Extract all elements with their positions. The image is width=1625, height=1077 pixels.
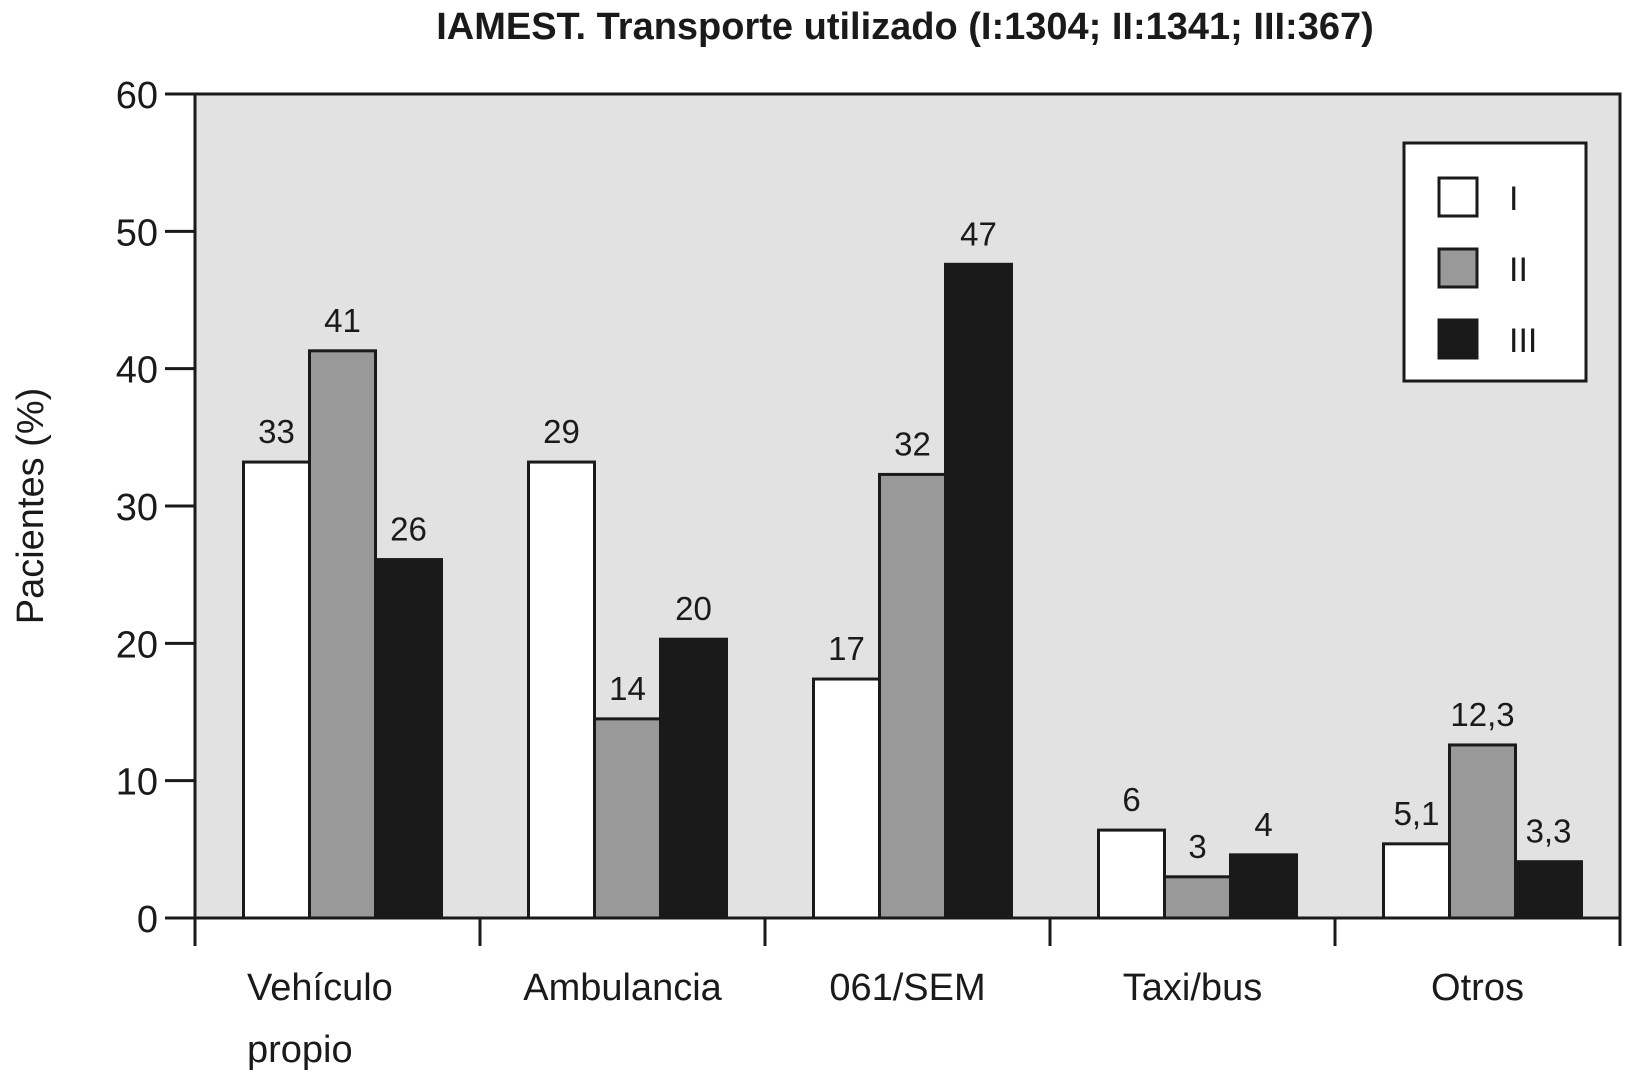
y-tick-label-1: 10 [116, 762, 158, 804]
y-tick-label-4: 40 [116, 350, 158, 392]
bar-I-3 [1097, 828, 1166, 920]
data-label-II-4: 12,3 [1450, 696, 1514, 733]
y-tick-label-3: 30 [116, 487, 158, 529]
y-axis-label: Pacientes (%) [10, 388, 52, 625]
legend-label-I: I [1509, 180, 1518, 218]
bar-III-0 [374, 558, 443, 920]
bar-III-1 [659, 637, 728, 920]
y-tick-label-0: 0 [137, 899, 158, 941]
bars-group [242, 262, 1583, 920]
data-label-I-2: 17 [828, 630, 865, 667]
bar-I-2 [812, 677, 881, 920]
data-label-I-3: 6 [1122, 781, 1140, 818]
category-label-2-0: 061/SEM [829, 967, 985, 1009]
bar-I-0 [242, 460, 311, 920]
bar-II-3 [1163, 875, 1232, 920]
data-label-III-3: 4 [1254, 806, 1272, 843]
bar-II-2 [878, 472, 947, 920]
legend-swatch-III [1437, 318, 1479, 360]
data-label-II-1: 14 [609, 670, 646, 707]
data-label-II-0: 41 [324, 302, 361, 339]
bar-II-0 [308, 349, 377, 920]
bar-II-1 [593, 717, 662, 920]
bar-III-4 [1514, 860, 1583, 920]
category-label-0-0: Vehículo [247, 967, 393, 1009]
bar-III-2 [944, 262, 1013, 920]
legend-label-III: III [1509, 322, 1537, 360]
category-label-0-1: propio [247, 1029, 353, 1071]
y-tick-label-5: 50 [116, 212, 158, 254]
bar-I-4 [1382, 842, 1451, 920]
data-labels-group: 33 41 26 29 14 20 17 32 47 6 3 4 5,1 12,3 3,3 [258, 215, 1571, 865]
bar-III-3 [1229, 853, 1298, 920]
data-label-II-3: 3 [1188, 828, 1206, 865]
data-label-I-1: 29 [543, 413, 580, 450]
data-label-III-0: 26 [390, 511, 427, 548]
x-labels-group: Vehículo propio Ambulancia 061/SEM Taxi/bus O… [247, 967, 1524, 1071]
bar-I-1 [527, 460, 596, 920]
category-label-4-0: Otros [1431, 967, 1524, 1009]
data-label-I-4: 5,1 [1394, 795, 1440, 832]
axes-group [193, 916, 1622, 946]
data-label-III-4: 3,3 [1526, 813, 1572, 850]
category-label-1-0: Ambulancia [523, 967, 722, 1009]
data-label-I-0: 33 [258, 413, 295, 450]
y-tick-label-6: 60 [116, 75, 158, 117]
data-label-III-2: 47 [960, 215, 997, 252]
chart-title: IAMEST. Transporte utilizado (I:1304; II… [436, 6, 1374, 48]
y-ticks-group: 0 10 20 30 40 50 60 [116, 75, 195, 941]
bar-II-4 [1448, 743, 1517, 920]
data-label-III-1: 20 [675, 590, 712, 627]
data-label-II-2: 32 [894, 425, 931, 462]
legend-label-II: II [1509, 251, 1528, 289]
legend-swatch-II [1437, 247, 1479, 289]
y-tick-label-2: 20 [116, 624, 158, 666]
legend-swatch-I [1437, 176, 1479, 218]
legend-box [1402, 141, 1588, 383]
category-label-3-0: Taxi/bus [1123, 967, 1262, 1009]
